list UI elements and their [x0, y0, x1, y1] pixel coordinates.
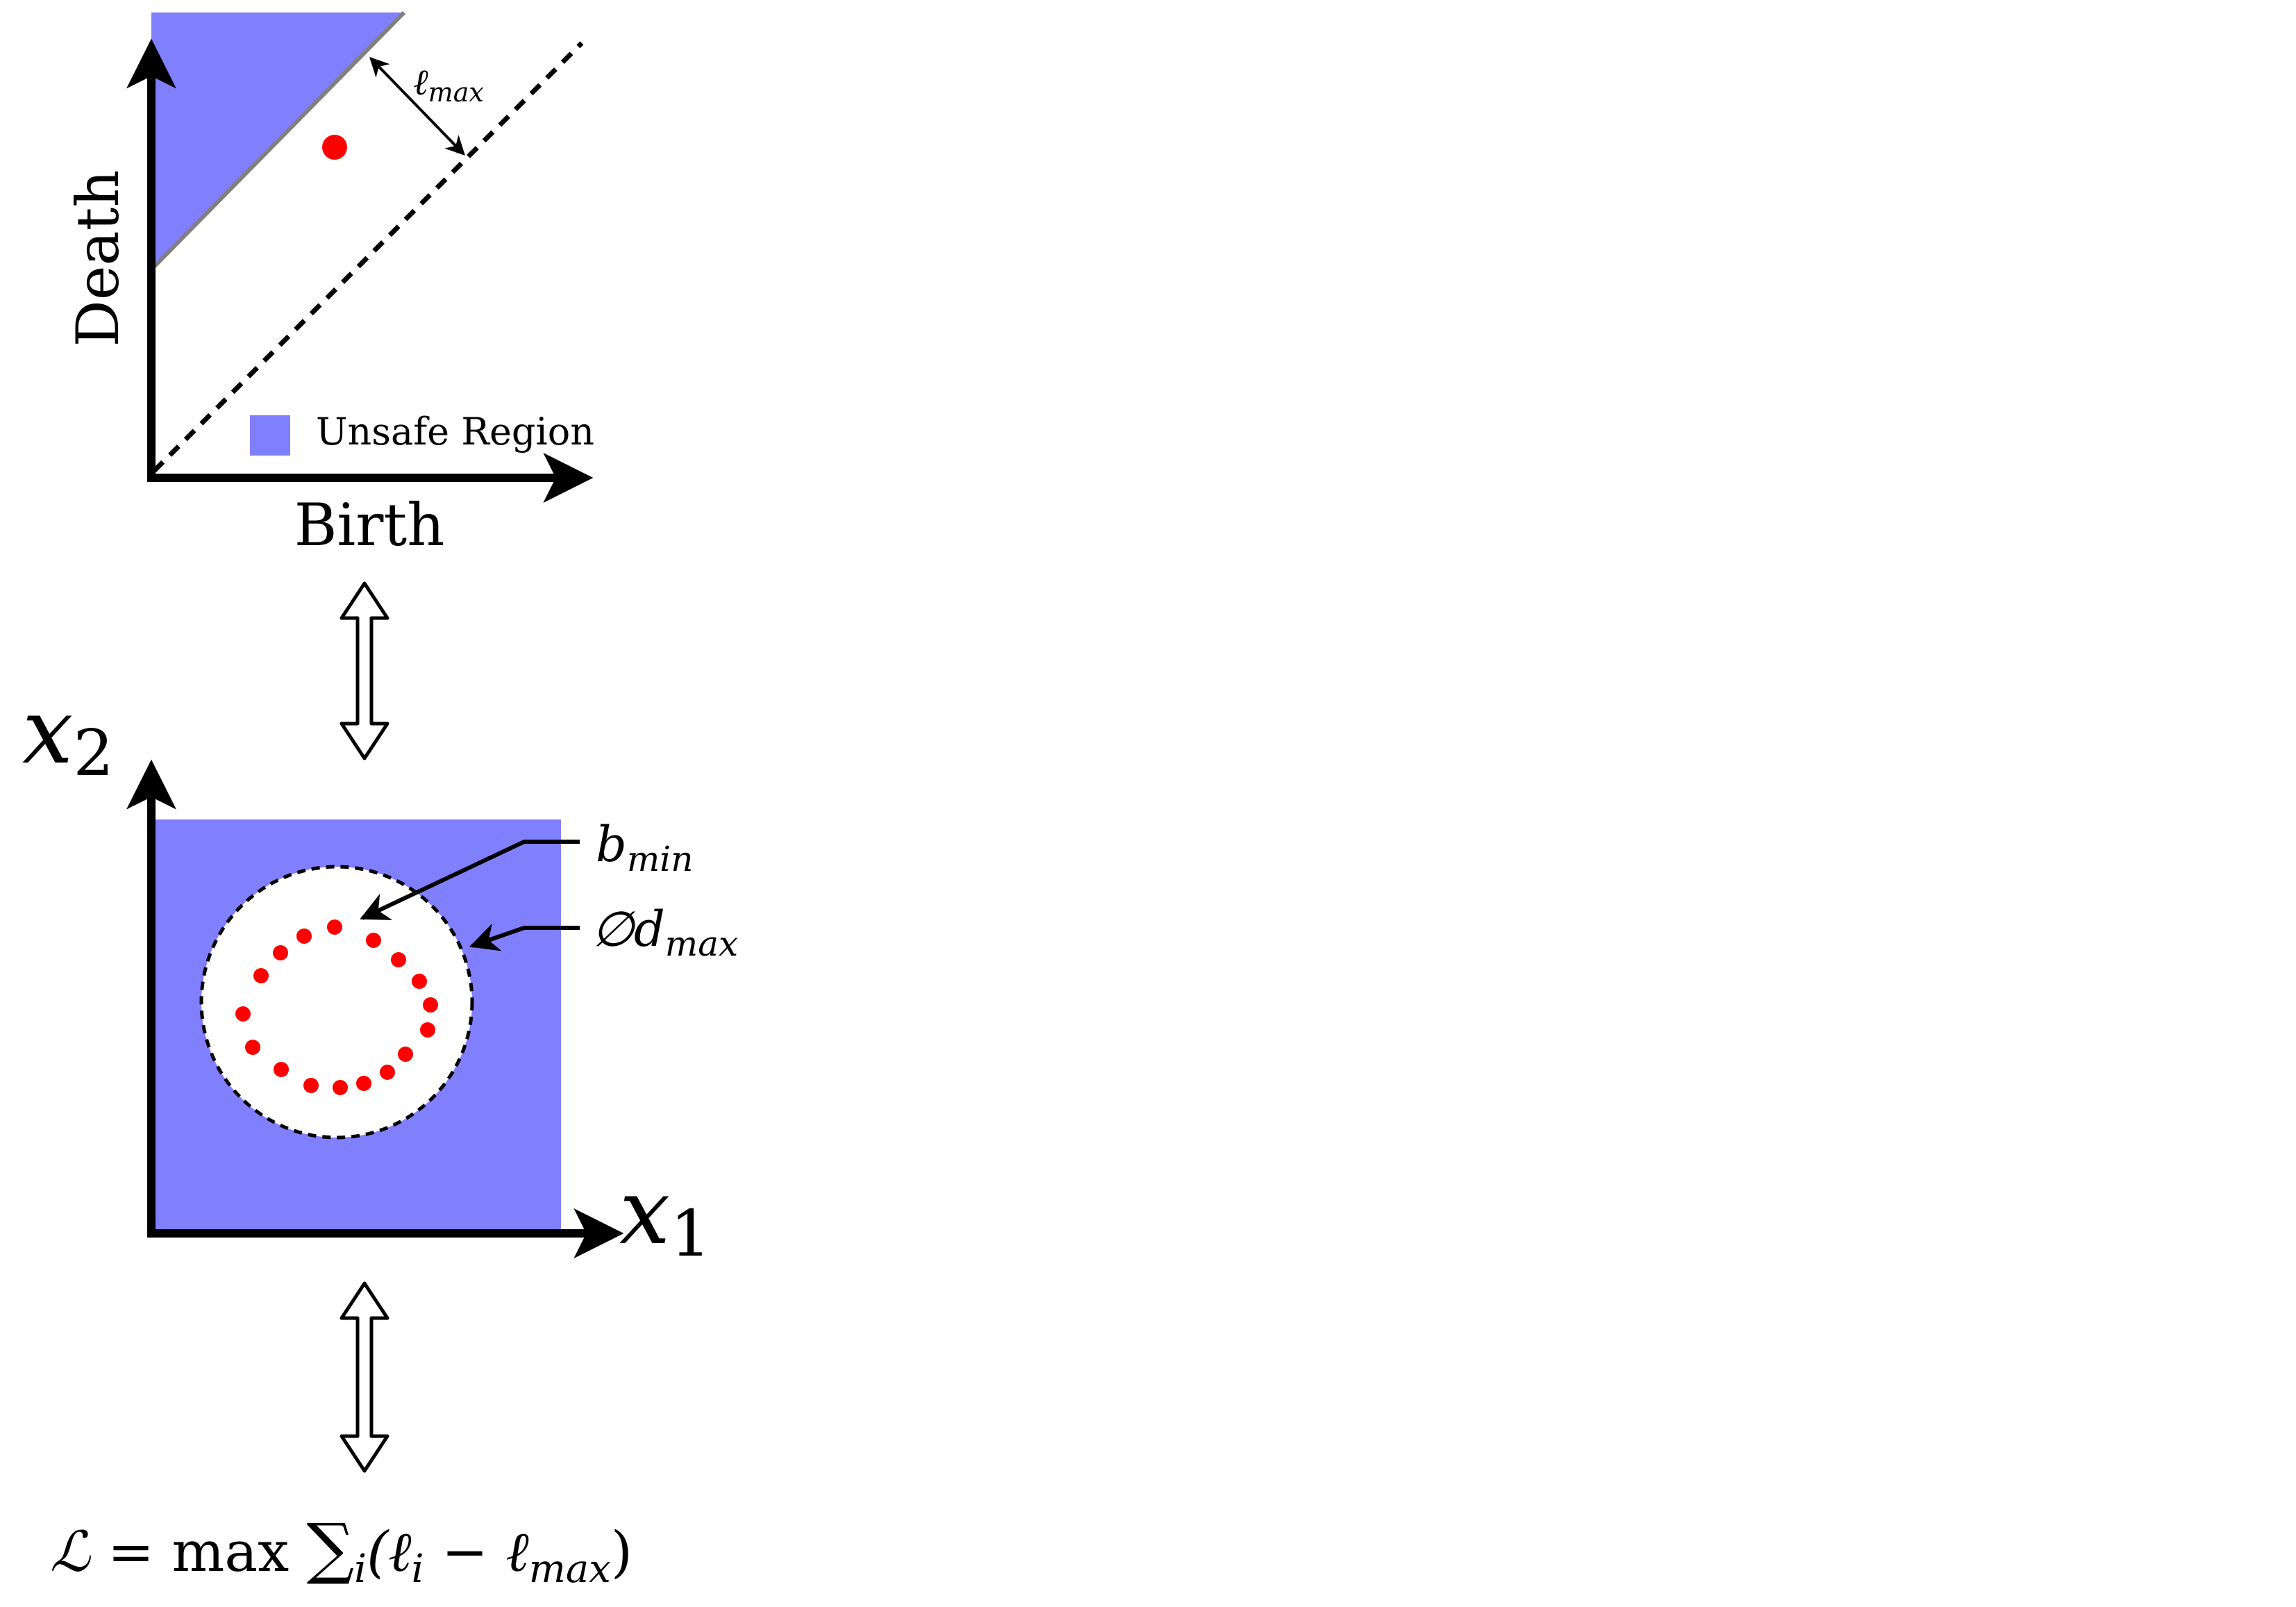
unsafe-region-boundary [149, 10, 406, 272]
lmax-arrow [369, 56, 465, 156]
sample-point [296, 929, 312, 944]
sample-point [391, 952, 406, 967]
equivalence-arrow-bottom [340, 1281, 389, 1473]
sample-point [423, 997, 438, 1013]
equivalence-arrow-top [340, 581, 389, 760]
lmax-label: ℓmax [413, 62, 484, 108]
sample-point [420, 1022, 435, 1038]
sample-point [398, 1047, 413, 1062]
sample-point [303, 1078, 319, 1093]
input-space-plot: bmin ∅dmax x2 x1 [22, 678, 738, 1271]
sample-point [327, 919, 342, 935]
sample-point [245, 1040, 260, 1055]
sample-point [273, 945, 288, 960]
x2-axis-label: x2 [22, 678, 114, 790]
sample-point [333, 1080, 348, 1095]
persistence-point [322, 135, 347, 160]
dmax-label: ∅dmax [592, 901, 738, 964]
sample-point [356, 1076, 371, 1091]
sample-point [274, 1062, 289, 1077]
bmin-pointer [360, 840, 580, 920]
diagonal-dashed-line [152, 41, 584, 473]
x-axis-label: Birth [294, 491, 445, 559]
legend-label: Unsafe Region [316, 410, 594, 453]
x1-axis-label: x1 [619, 1159, 711, 1271]
dmax-pointer [469, 923, 580, 951]
bmin-label: bmin [596, 816, 693, 879]
sample-point [380, 1065, 395, 1080]
red-sample-points [235, 919, 438, 1095]
sample-point [412, 974, 427, 989]
sample-point [235, 1006, 251, 1022]
safe-circle [199, 865, 474, 1140]
sample-point [253, 968, 269, 983]
legend-swatch [250, 415, 290, 456]
y-axis-label: Death [64, 170, 132, 347]
sample-point [366, 933, 381, 948]
persistence-diagram: ℓmax Unsafe Region Death Birth [64, 10, 594, 559]
loss-formula: ℒ = max ∑i(ℓi − ℓmax) [50, 1509, 632, 1592]
